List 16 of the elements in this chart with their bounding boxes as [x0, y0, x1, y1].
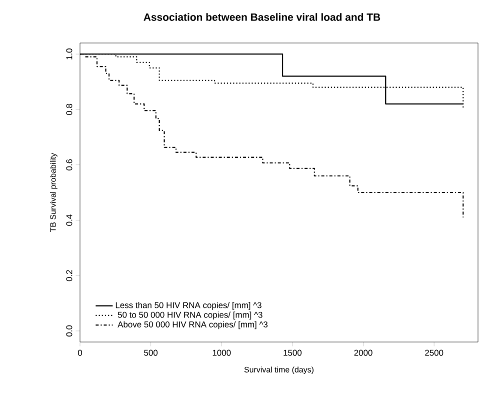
- chart-title: Association between Baseline viral load and TB: [144, 13, 380, 21]
- x-tick-label: 500: [144, 350, 158, 356]
- x-tick-label: 1500: [284, 350, 302, 356]
- y-tick-label: 0.0: [66, 325, 72, 336]
- legend-label: 50 to 50 000 HIV RNA copies/ [mm] ^3: [118, 312, 262, 320]
- x-tick-label: 2500: [425, 350, 444, 356]
- x-tick-label: 0: [78, 350, 82, 356]
- x-tick-label: 1000: [212, 350, 231, 356]
- legend-label: Above 50 000 HIV RNA copies/ [mm] ^3: [118, 321, 268, 330]
- y-tick-label: 0.4: [66, 214, 72, 226]
- x-tick-label: 2000: [354, 350, 372, 356]
- y-tick-label: 0.6: [66, 159, 72, 170]
- legend-label: Less than 50 HIV RNA copies/ [mm] ^3: [116, 302, 262, 310]
- y-tick-label: 0.2: [66, 270, 72, 282]
- y-tick-label: 0.8: [66, 104, 72, 115]
- y-tick-label: 1.0: [66, 48, 72, 60]
